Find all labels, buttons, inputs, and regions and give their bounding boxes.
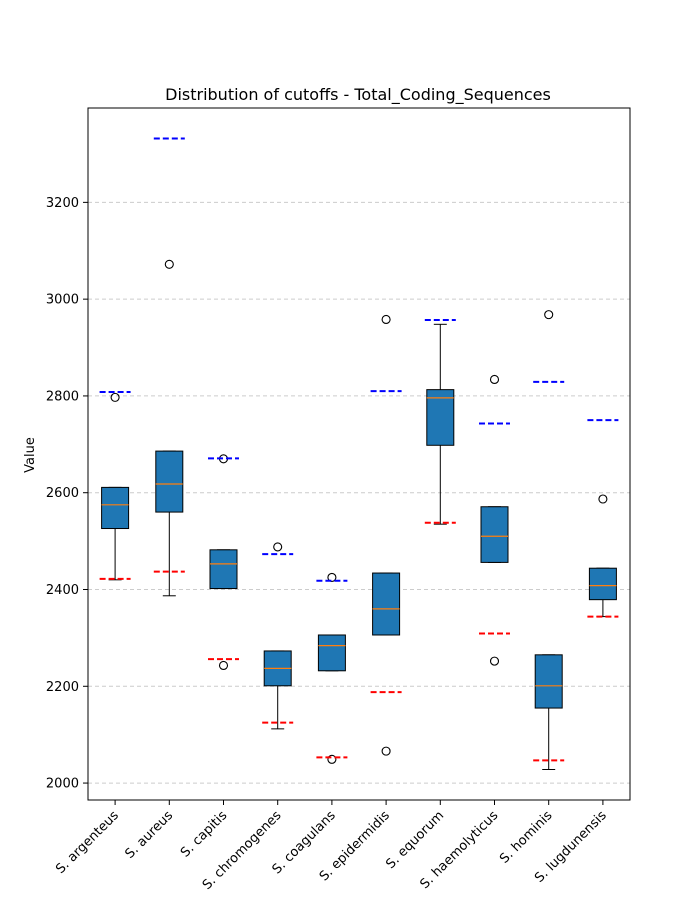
outlier-point (489, 374, 500, 385)
outlier-point (598, 494, 608, 504)
y-axis: 2000 2200 2400 2600 2800 3000 3200 (46, 196, 88, 792)
outlier-point (381, 746, 391, 756)
x-tick-label: S. hominis (497, 808, 556, 867)
box (209, 549, 238, 590)
y-tick-label: 2800 (46, 389, 79, 404)
y-tick-label: 3000 (46, 293, 79, 308)
x-tick-label: S. capitis (178, 808, 230, 860)
box (534, 654, 563, 709)
box (588, 567, 617, 601)
plot-frame (87, 107, 631, 801)
box (372, 572, 401, 636)
x-tick-label: S. aureus (123, 808, 177, 862)
y-tick-label: 2000 (46, 777, 79, 792)
box (480, 506, 509, 563)
box (317, 634, 346, 672)
y-axis-label: Value (23, 437, 38, 473)
outlier-point (273, 542, 283, 552)
outlier-point (327, 572, 337, 582)
box (101, 486, 130, 530)
box (426, 389, 455, 446)
outlier-point (218, 660, 229, 671)
y-tick-label: 3200 (46, 196, 79, 211)
x-tick-label: S. argenteus (53, 808, 122, 877)
outlier-point (489, 656, 500, 666)
box (155, 450, 184, 513)
outlier-point (544, 310, 554, 320)
outlier-point (164, 259, 174, 269)
chart-title: Distribution of cutoffs - Total_Coding_S… (165, 85, 551, 105)
outlier-point (381, 314, 391, 325)
y-tick-label: 2400 (46, 583, 79, 598)
plot-area (99, 137, 619, 771)
y-tick-label: 2200 (46, 680, 79, 695)
y-tick-label: 2600 (46, 486, 79, 501)
outlier-point (110, 392, 120, 402)
outlier-point (327, 754, 337, 764)
